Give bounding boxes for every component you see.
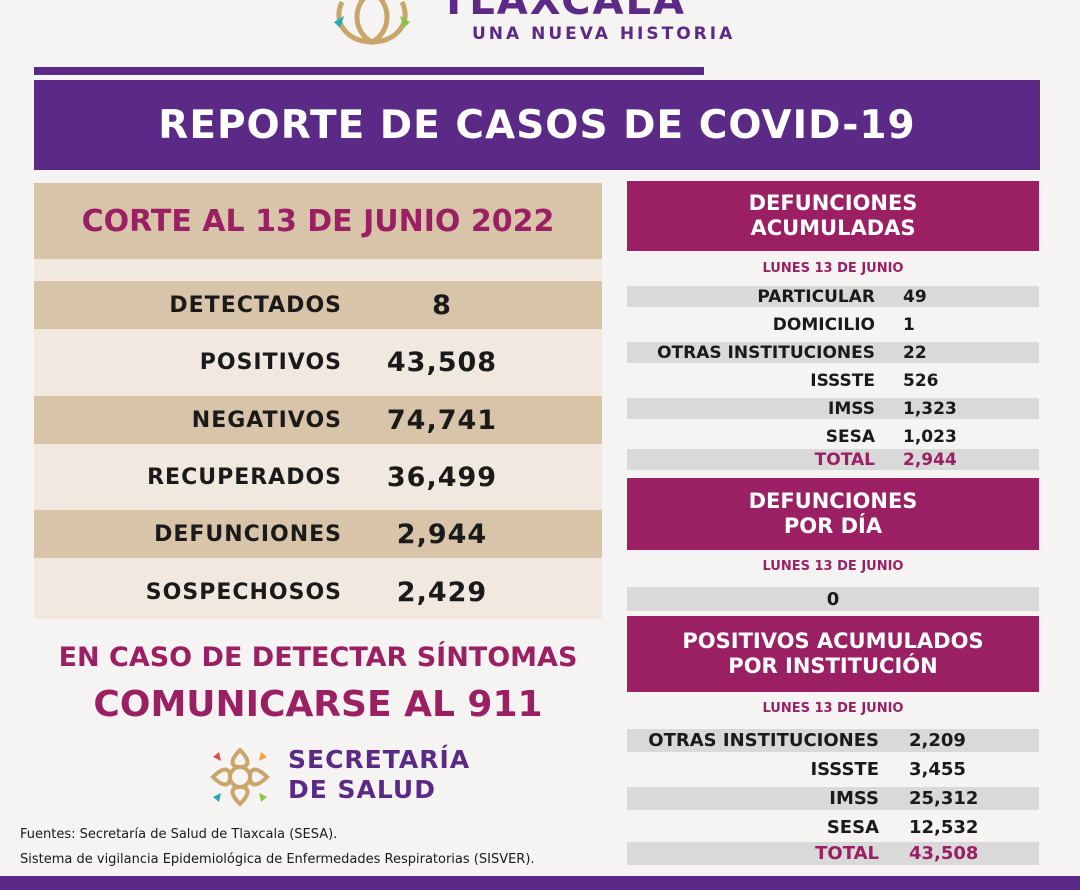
table-row: DOMICILIO 1 <box>627 314 1039 335</box>
cta-line-2: COMUNICARSE AL 911 <box>93 684 543 725</box>
positivos-institucion-header: POSITIVOS ACUMULADOS POR INSTITUCIÓN <box>627 616 1039 692</box>
secretaria-line-2: DE SALUD <box>288 775 436 804</box>
brand-title: TLAXCALA <box>440 0 686 24</box>
summary-row-defunciones: DEFUNCIONES 2,944 <box>34 510 602 558</box>
table-row: PARTICULAR 49 <box>627 286 1039 307</box>
row-value: 2,209 <box>909 730 966 751</box>
positivos-institucion-date: LUNES 13 DE JUNIO <box>762 701 904 716</box>
table-row: ISSSTE 3,455 <box>627 758 1039 781</box>
row-label: ISSSTE <box>810 370 875 391</box>
summary-value: 43,508 <box>386 346 498 378</box>
table-row: IMSS 1,323 <box>627 398 1039 419</box>
defunciones-dia-header: DEFUNCIONES POR DÍA <box>627 478 1039 550</box>
row-value: 526 <box>903 370 939 391</box>
header-divider <box>34 67 704 75</box>
table-row: OTRAS INSTITUCIONES 22 <box>627 342 1039 363</box>
row-label: ISSSTE <box>810 759 879 780</box>
summary-label: RECUPERADOS <box>147 464 342 490</box>
row-value: 3,455 <box>909 759 966 780</box>
row-label: SESA <box>826 817 879 838</box>
summary-row-positivos: POSITIVOS 43,508 <box>34 338 602 386</box>
header-line-2: ACUMULADAS <box>750 216 916 240</box>
summary-label: SOSPECHOSOS <box>145 579 342 605</box>
secretaria-name: SECRETARÍA DE SALUD <box>288 745 470 805</box>
footer-bar <box>0 876 1080 890</box>
row-label: IMSS <box>828 398 875 419</box>
row-label: OTRAS INSTITUCIONES <box>648 730 879 751</box>
row-label: PARTICULAR <box>757 286 875 307</box>
summary-value: 36,499 <box>386 461 498 493</box>
brand-tagline: UNA NUEVA HISTORIA <box>472 24 736 44</box>
summary-value: 2,429 <box>396 576 488 608</box>
row-label: OTRAS INSTITUCIONES <box>657 342 875 363</box>
row-value: 25,312 <box>909 788 979 809</box>
summary-label: NEGATIVOS <box>191 407 342 433</box>
total-row: TOTAL 2,944 <box>627 449 1039 470</box>
total-value: 2,944 <box>903 449 957 470</box>
row-value: 22 <box>903 342 927 363</box>
corte-date: CORTE AL 13 DE JUNIO 2022 <box>34 183 602 259</box>
table-row: SESA 1,023 <box>627 426 1039 447</box>
row-value: 1 <box>903 314 915 335</box>
total-value: 43,508 <box>909 843 979 864</box>
sources-line-2: Sistema de vigilancia Epidemiológica de … <box>20 852 535 867</box>
defunciones-acumuladas-date: LUNES 13 DE JUNIO <box>762 261 904 276</box>
defunciones-acumuladas-header: DEFUNCIONES ACUMULADAS <box>627 181 1039 251</box>
summary-label: DEFUNCIONES <box>154 521 342 547</box>
summary-row-detectados: DETECTADOS 8 <box>34 281 602 329</box>
header-line-1: DEFUNCIONES <box>748 191 918 215</box>
sources-note: Fuentes: Secretaría de Salud de Tlaxcala… <box>20 822 535 872</box>
row-label: DOMICILIO <box>772 314 875 335</box>
row-value: 12,532 <box>909 817 979 838</box>
row-label: SESA <box>825 426 875 447</box>
total-label: TOTAL <box>814 449 875 470</box>
cta-line-1: EN CASO DE DETECTAR SÍNTOMAS <box>58 642 578 673</box>
summary-value: 8 <box>432 289 452 321</box>
table-row: SESA 12,532 <box>627 816 1039 839</box>
header-line-1: DEFUNCIONES <box>748 489 918 513</box>
summary-row-recuperados: RECUPERADOS 36,499 <box>34 453 602 501</box>
report-title: REPORTE DE CASOS DE COVID-19 <box>34 80 1040 170</box>
tlaxcala-logo-icon <box>334 0 410 45</box>
secretaria-logo-icon <box>210 747 270 807</box>
summary-label: POSITIVOS <box>199 349 342 375</box>
summary-value: 2,944 <box>396 518 488 550</box>
row-value: 1,323 <box>903 398 957 419</box>
summary-row-negativos: NEGATIVOS 74,741 <box>34 396 602 444</box>
row-value: 1,023 <box>903 426 957 447</box>
defunciones-dia-date: LUNES 13 DE JUNIO <box>762 559 904 574</box>
secretaria-line-1: SECRETARÍA <box>288 745 471 774</box>
header-line-2: POR INSTITUCIÓN <box>728 654 938 678</box>
header-line-2: POR DÍA <box>783 514 883 538</box>
defunciones-dia-value: 0 <box>627 587 1039 611</box>
summary-row-sospechosos: SOSPECHOSOS 2,429 <box>34 568 602 616</box>
total-row: TOTAL 43,508 <box>627 842 1039 865</box>
header-line-1: POSITIVOS ACUMULADOS <box>682 629 984 653</box>
table-row: IMSS 25,312 <box>627 787 1039 810</box>
row-label: IMSS <box>829 788 879 809</box>
row-value: 49 <box>903 286 927 307</box>
table-row: ISSSTE 526 <box>627 370 1039 391</box>
total-label: TOTAL <box>815 843 879 864</box>
table-row: OTRAS INSTITUCIONES 2,209 <box>627 729 1039 752</box>
summary-label: DETECTADOS <box>169 292 342 318</box>
sources-line-1: Fuentes: Secretaría de Salud de Tlaxcala… <box>20 827 338 842</box>
summary-value: 74,741 <box>386 404 498 436</box>
